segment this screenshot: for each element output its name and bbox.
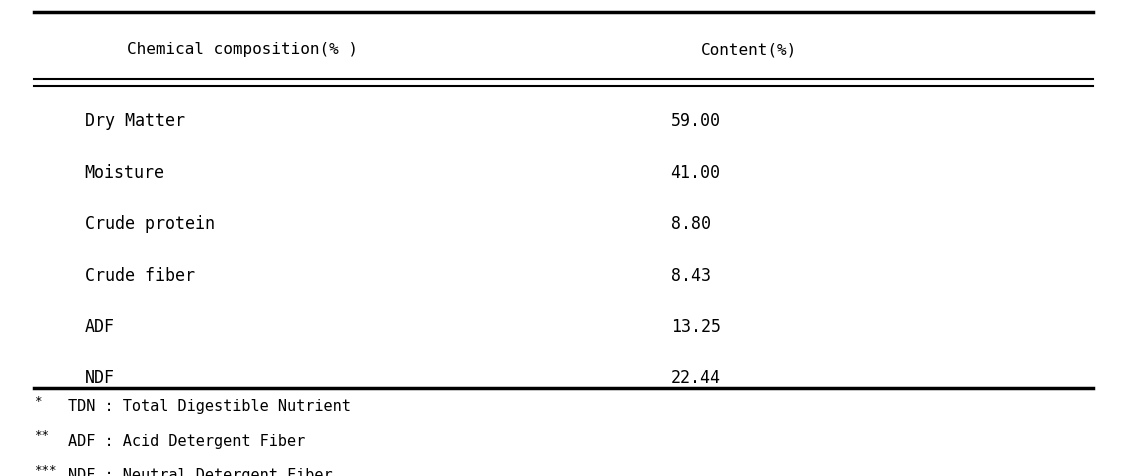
- Text: Moisture: Moisture: [85, 164, 165, 182]
- Text: Chemical composition(% ): Chemical composition(% ): [127, 42, 357, 58]
- Text: 8.43: 8.43: [671, 267, 710, 285]
- Text: **: **: [34, 429, 48, 442]
- Text: NDF : Neutral Detergent Fiber: NDF : Neutral Detergent Fiber: [68, 468, 332, 476]
- Text: ADF : Acid Detergent Fiber: ADF : Acid Detergent Fiber: [68, 434, 305, 449]
- Text: *: *: [34, 395, 42, 408]
- Text: 8.80: 8.80: [671, 215, 710, 233]
- Text: 41.00: 41.00: [671, 164, 720, 182]
- Text: Crude fiber: Crude fiber: [85, 267, 195, 285]
- Text: 13.25: 13.25: [671, 318, 720, 336]
- Text: Dry Matter: Dry Matter: [85, 112, 185, 130]
- Text: 22.44: 22.44: [671, 369, 720, 387]
- Text: Crude protein: Crude protein: [85, 215, 214, 233]
- Text: NDF: NDF: [85, 369, 115, 387]
- Text: Content(%): Content(%): [701, 42, 798, 58]
- Text: ADF: ADF: [85, 318, 115, 336]
- Text: TDN : Total Digestible Nutrient: TDN : Total Digestible Nutrient: [68, 399, 350, 415]
- Text: ***: ***: [34, 464, 56, 476]
- Text: 59.00: 59.00: [671, 112, 720, 130]
